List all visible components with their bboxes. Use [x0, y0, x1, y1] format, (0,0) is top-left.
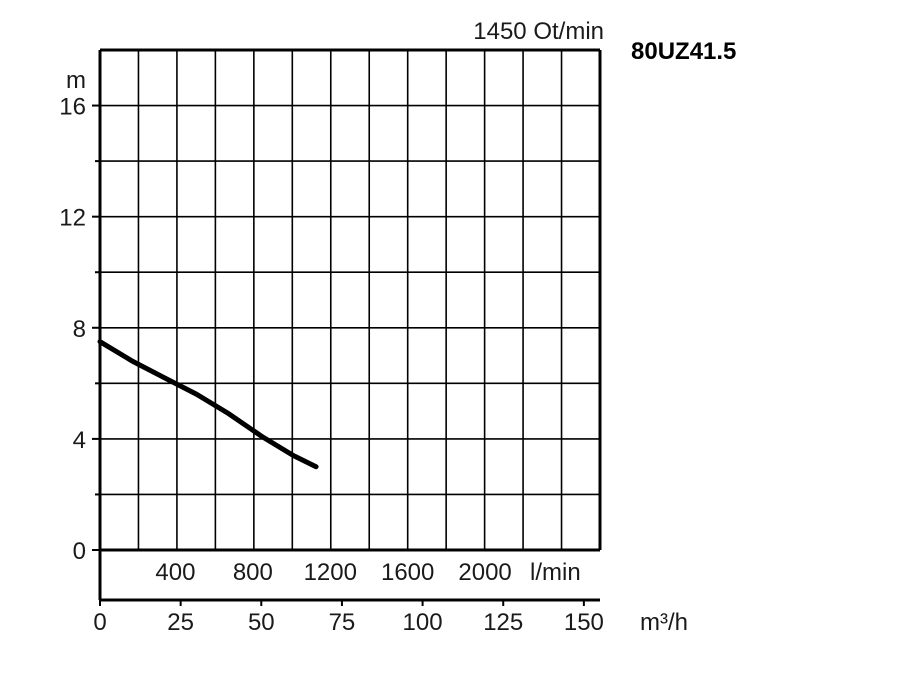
chart-frame	[92, 48, 602, 606]
chart-grid	[100, 50, 600, 550]
y-tick-label: 8	[73, 316, 86, 343]
lmin-tick-label: 800	[233, 559, 273, 586]
m3h-tick-label: 150	[564, 609, 604, 636]
m3h-tick-label: 25	[167, 609, 194, 636]
y-tick-label: 12	[59, 205, 86, 232]
chart-title: 1450 Ot/min	[473, 18, 604, 45]
lmin-tick-label: 1200	[304, 559, 357, 586]
m3h-unit-label: m³/h	[640, 609, 688, 636]
series-group	[97, 339, 319, 470]
lmin-tick-label: 1600	[381, 559, 434, 586]
m3h-tick-labels: 0 25 50 75 100 125 150	[93, 609, 604, 636]
m3h-tick-label: 125	[483, 609, 523, 636]
y-tick-labels: 0 4 8 12 16	[59, 94, 86, 565]
m3h-tick-label: 0	[93, 609, 106, 636]
lmin-tick-labels: 400 800 1200 1600 2000	[155, 559, 511, 586]
m3h-tick-label: 100	[403, 609, 443, 636]
y-axis-label: m	[66, 67, 86, 94]
lmin-unit-label: l/min	[530, 559, 581, 586]
m3h-tick-label: 75	[329, 609, 356, 636]
y-tick-label: 4	[73, 427, 86, 454]
m3h-tick-label: 50	[248, 609, 275, 636]
lmin-tick-label: 2000	[458, 559, 511, 586]
y-tick-label: 16	[59, 94, 86, 121]
pump-curve-line	[97, 339, 319, 470]
model-label: 80UZ41.5	[631, 38, 736, 65]
lmin-tick-label: 400	[155, 559, 195, 586]
y-tick-label: 0	[73, 538, 86, 565]
